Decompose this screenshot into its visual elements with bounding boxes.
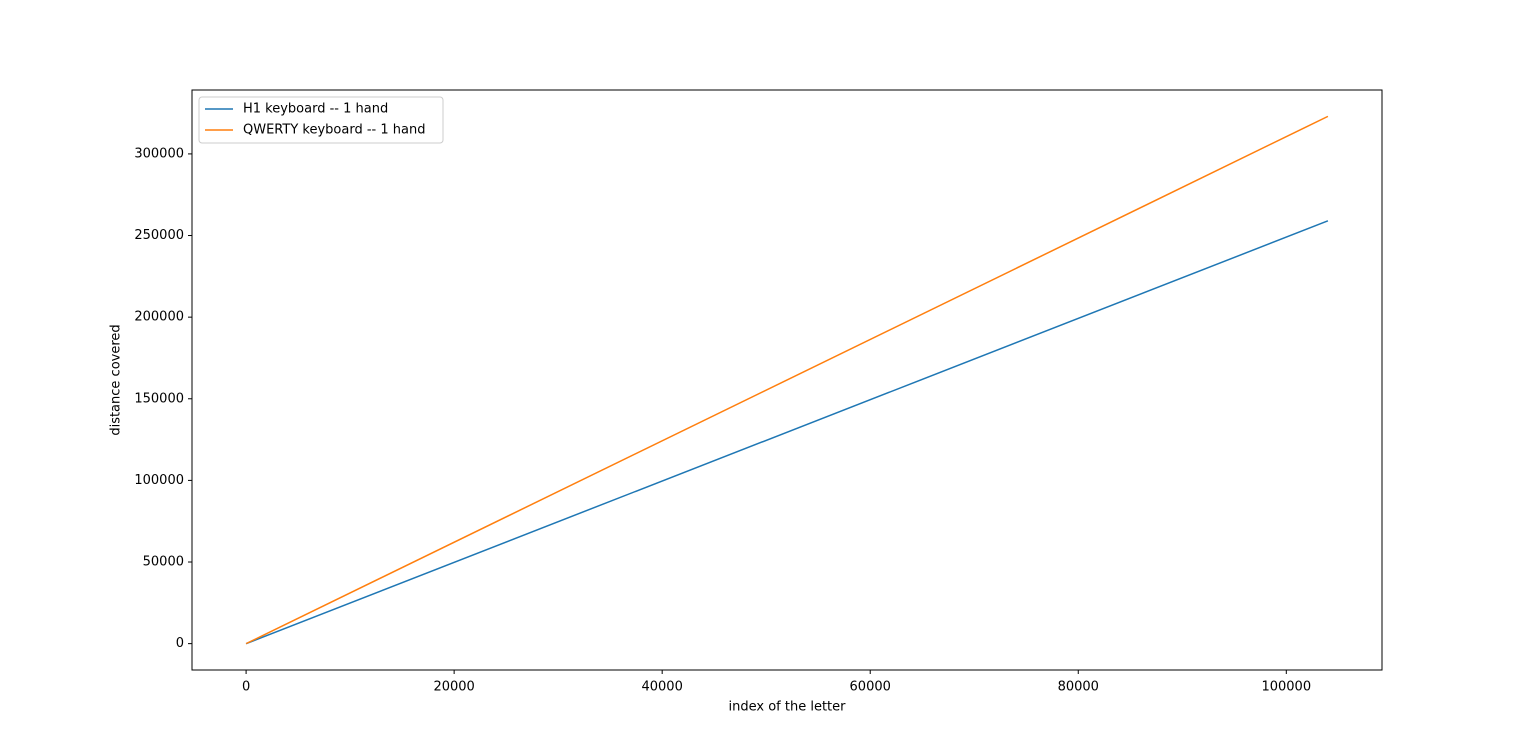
x-tick-label: 40000 xyxy=(641,680,682,695)
y-tick-label: 0 xyxy=(176,636,184,651)
series-line xyxy=(245,115,1329,645)
series-line xyxy=(245,220,1329,645)
legend-label: H1 keyboard -- 1 hand xyxy=(243,102,388,117)
legend-box xyxy=(198,96,444,144)
y-tick-label: 100000 xyxy=(134,473,184,488)
x-tick-label: 0 xyxy=(242,680,250,695)
x-axis-label: index of the letter xyxy=(729,700,847,715)
y-tick-label: 300000 xyxy=(134,146,184,161)
x-tick-label: 100000 xyxy=(1261,680,1311,695)
y-tick-label: 150000 xyxy=(134,391,184,406)
y-axis-label: distance covered xyxy=(109,324,124,435)
x-tick-label: 80000 xyxy=(1058,680,1099,695)
y-tick-label: 250000 xyxy=(134,228,184,243)
legend-label: QWERTY keyboard -- 1 hand xyxy=(243,123,425,138)
y-tick-label: 50000 xyxy=(143,555,184,570)
y-tick-label: 200000 xyxy=(134,310,184,325)
x-tick-label: 20000 xyxy=(433,680,474,695)
x-tick-label: 60000 xyxy=(850,680,891,695)
plot-frame xyxy=(191,89,1383,671)
